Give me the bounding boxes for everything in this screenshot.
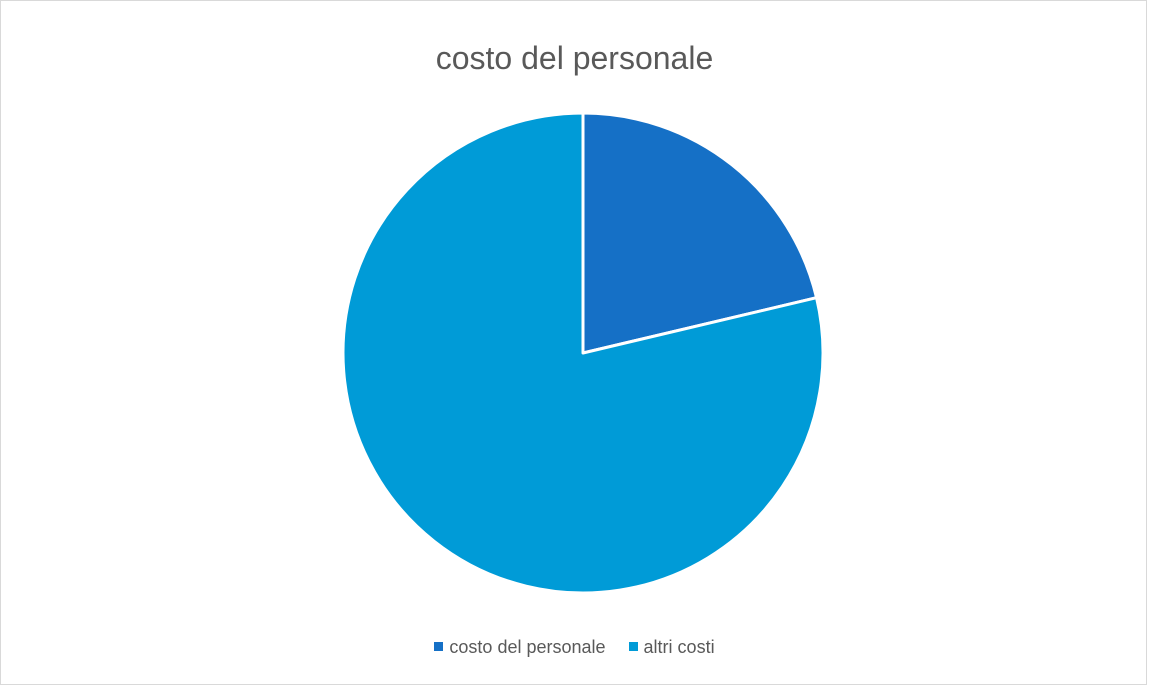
legend-label-altri-costi: altri costi <box>643 637 715 657</box>
legend-item-altri-costi: altri costi <box>628 636 715 658</box>
pie-slice-costo-del-personale <box>581 111 819 355</box>
pie-slice-altri-costi <box>341 111 825 595</box>
legend-swatch-costo-del-personale <box>434 642 444 651</box>
chart-legend: costo del personale altri costi <box>0 636 1149 658</box>
legend-item-costo-del-personale: costo del personale <box>434 636 606 658</box>
legend-swatch-altri-costi <box>628 642 638 651</box>
legend-label-costo-del-personale: costo del personale <box>449 637 606 657</box>
chart-title: costo del personale <box>435 40 714 76</box>
